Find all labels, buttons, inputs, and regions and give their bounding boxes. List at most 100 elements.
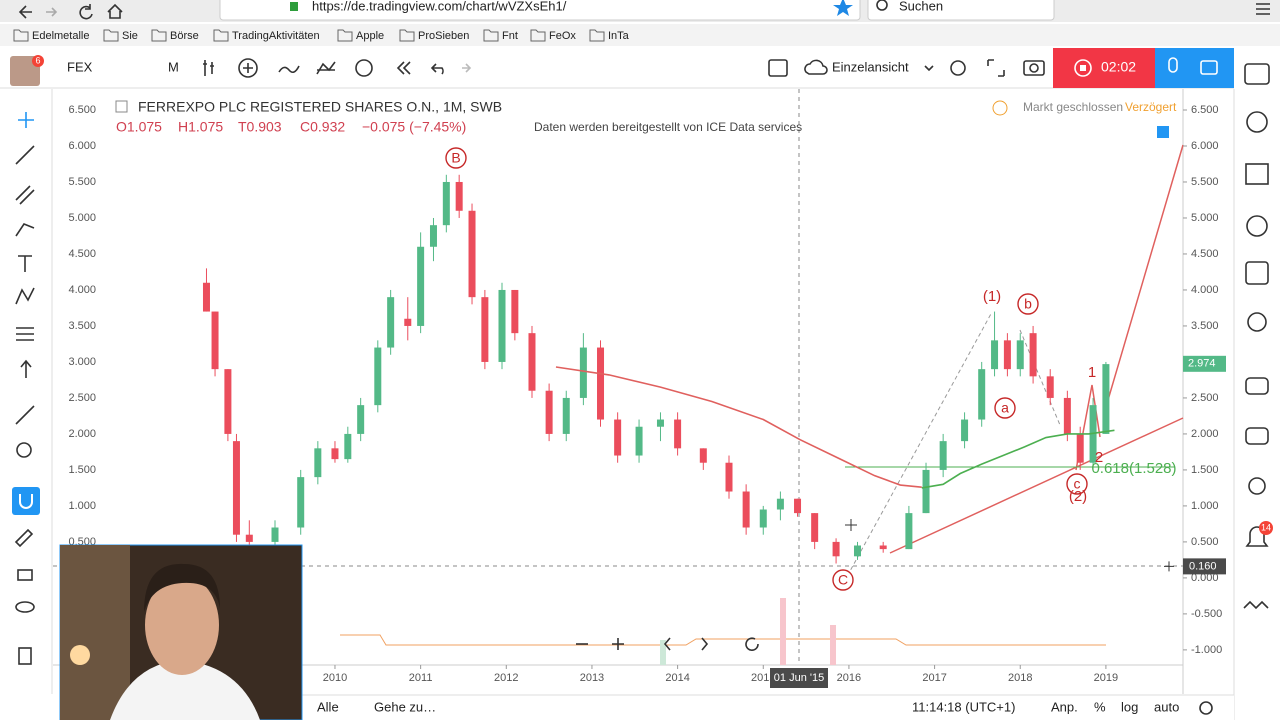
checkbox-icon[interactable] — [768, 59, 788, 77]
lock-tool[interactable] — [17, 569, 33, 581]
last-price-tag — [1183, 355, 1226, 372]
lock-icon — [290, 2, 298, 11]
bookmark[interactable]: Fnt — [502, 30, 518, 42]
camera-icon[interactable] — [1023, 60, 1045, 76]
prediction-tool[interactable] — [16, 327, 34, 341]
record-button[interactable] — [1053, 48, 1155, 88]
candle-body — [879, 545, 887, 550]
text-tool[interactable] — [18, 255, 32, 272]
webcam-wall — [60, 545, 130, 720]
bookmark[interactable]: Sie — [122, 30, 138, 42]
y-tick-label-right: 0.000 — [1191, 572, 1219, 584]
legend-collapse[interactable] — [115, 100, 128, 113]
layout-chevron[interactable] — [924, 65, 934, 72]
symbol[interactable]: FEX — [67, 59, 93, 74]
icon-tool[interactable] — [20, 359, 32, 378]
alert-icon[interactable] — [355, 59, 373, 77]
remove-tool[interactable] — [18, 647, 32, 665]
watchlist-icon[interactable] — [1244, 63, 1270, 85]
indicator-plus[interactable] — [243, 63, 253, 73]
wave-label: C — [838, 572, 848, 588]
stream-icon[interactable] — [1248, 477, 1266, 495]
cam-icon[interactable] — [1200, 60, 1218, 75]
bookmark[interactable]: InTa — [608, 30, 630, 42]
chats-icon[interactable] — [1245, 377, 1269, 395]
range-all[interactable]: Alle — [317, 699, 339, 714]
axis-settings[interactable] — [1199, 701, 1213, 715]
bookmark[interactable]: Edelmetalle — [32, 30, 89, 42]
magnet-icon — [19, 494, 33, 509]
url-bar[interactable] — [219, 0, 861, 21]
back-button[interactable] — [18, 5, 32, 19]
moving-average — [921, 429, 1115, 489]
zoom-in[interactable] — [612, 638, 624, 650]
reset[interactable] — [745, 637, 759, 651]
y-tick-label-left: 5.000 — [68, 212, 96, 224]
datawindow-icon[interactable] — [1245, 163, 1269, 185]
measure-tool[interactable] — [15, 405, 35, 425]
compare-icon[interactable] — [278, 65, 300, 74]
adjust-toggle[interactable]: Anp. — [1051, 699, 1078, 714]
zoom-tool[interactable] — [16, 442, 32, 458]
scroll-right[interactable] — [701, 637, 709, 651]
search-box[interactable] — [867, 0, 1055, 21]
cloud-icon[interactable] — [804, 59, 828, 75]
y-tick-label-left: 3.000 — [68, 356, 96, 368]
ohlc-value: H1.075 — [178, 119, 223, 135]
candle-body — [468, 210, 476, 298]
scroll-button[interactable] — [1157, 126, 1169, 138]
messages-icon[interactable] — [1245, 427, 1269, 445]
interval[interactable]: M — [168, 59, 179, 74]
bookmark[interactable]: ProSieben — [418, 30, 469, 42]
settings-icon[interactable] — [950, 60, 966, 76]
bar-style-icon[interactable] — [203, 60, 214, 76]
pattern-tool[interactable] — [15, 287, 35, 305]
reload-button[interactable] — [79, 4, 93, 20]
notifications-icon[interactable] — [1245, 526, 1269, 547]
menu-button[interactable] — [1256, 3, 1270, 15]
legend: FERREXPO PLC REGISTERED SHARES O.N., 1M,… — [115, 99, 1177, 138]
home-button[interactable] — [107, 3, 123, 19]
y-tick-label-right: 2.000 — [1191, 428, 1219, 440]
y-tick-label-left: 4.000 — [68, 284, 96, 296]
mic-icon[interactable] — [1168, 57, 1178, 73]
replay-icon[interactable] — [396, 61, 411, 75]
bookmark[interactable]: FeOx — [549, 30, 576, 42]
layout-name[interactable]: Einzelansicht — [832, 59, 909, 74]
log-toggle[interactable]: log — [1121, 699, 1138, 714]
calendar-icon[interactable] — [1245, 261, 1269, 285]
undo-icon[interactable] — [430, 63, 444, 75]
magnet-tool[interactable] — [12, 487, 40, 515]
stay-drawing-tool[interactable] — [14, 528, 34, 548]
bookmark[interactable]: Apple — [356, 30, 384, 42]
brush-tool[interactable] — [15, 223, 35, 237]
percent-toggle[interactable]: % — [1094, 699, 1106, 714]
auto-toggle[interactable]: auto — [1154, 699, 1179, 714]
trendline-tool[interactable] — [15, 145, 35, 165]
y-tick-label-left: 4.500 — [68, 248, 96, 260]
candle-body — [344, 433, 352, 460]
annotation-circle — [1017, 293, 1039, 315]
cursor-tool[interactable] — [18, 112, 34, 128]
hotlist-icon[interactable] — [1246, 215, 1268, 237]
bookmark-star[interactable] — [833, 0, 853, 16]
alerts-icon[interactable] — [1246, 111, 1268, 133]
order-panel-icon[interactable] — [1243, 600, 1269, 610]
legend-title[interactable]: FERREXPO PLC REGISTERED SHARES O.N., 1M,… — [138, 99, 502, 115]
bookmark[interactable]: TradingAktivitäten — [232, 30, 320, 42]
redo-icon[interactable] — [462, 63, 472, 73]
ideas-icon[interactable] — [1247, 312, 1267, 332]
candle-body — [374, 347, 382, 406]
template-icon[interactable] — [316, 61, 336, 75]
avatar[interactable] — [10, 56, 40, 86]
fullscreen-icon[interactable] — [987, 59, 1005, 77]
fib-tool[interactable] — [15, 185, 35, 205]
forward-button[interactable] — [46, 7, 58, 17]
x-tick-label: 2017 — [922, 672, 946, 684]
indicator-icon[interactable] — [238, 58, 258, 78]
goto-date[interactable]: Gehe zu… — [374, 699, 436, 714]
hide-tool[interactable] — [15, 601, 35, 613]
bookmark[interactable]: Börse — [170, 30, 199, 42]
scroll-left[interactable] — [663, 637, 671, 651]
